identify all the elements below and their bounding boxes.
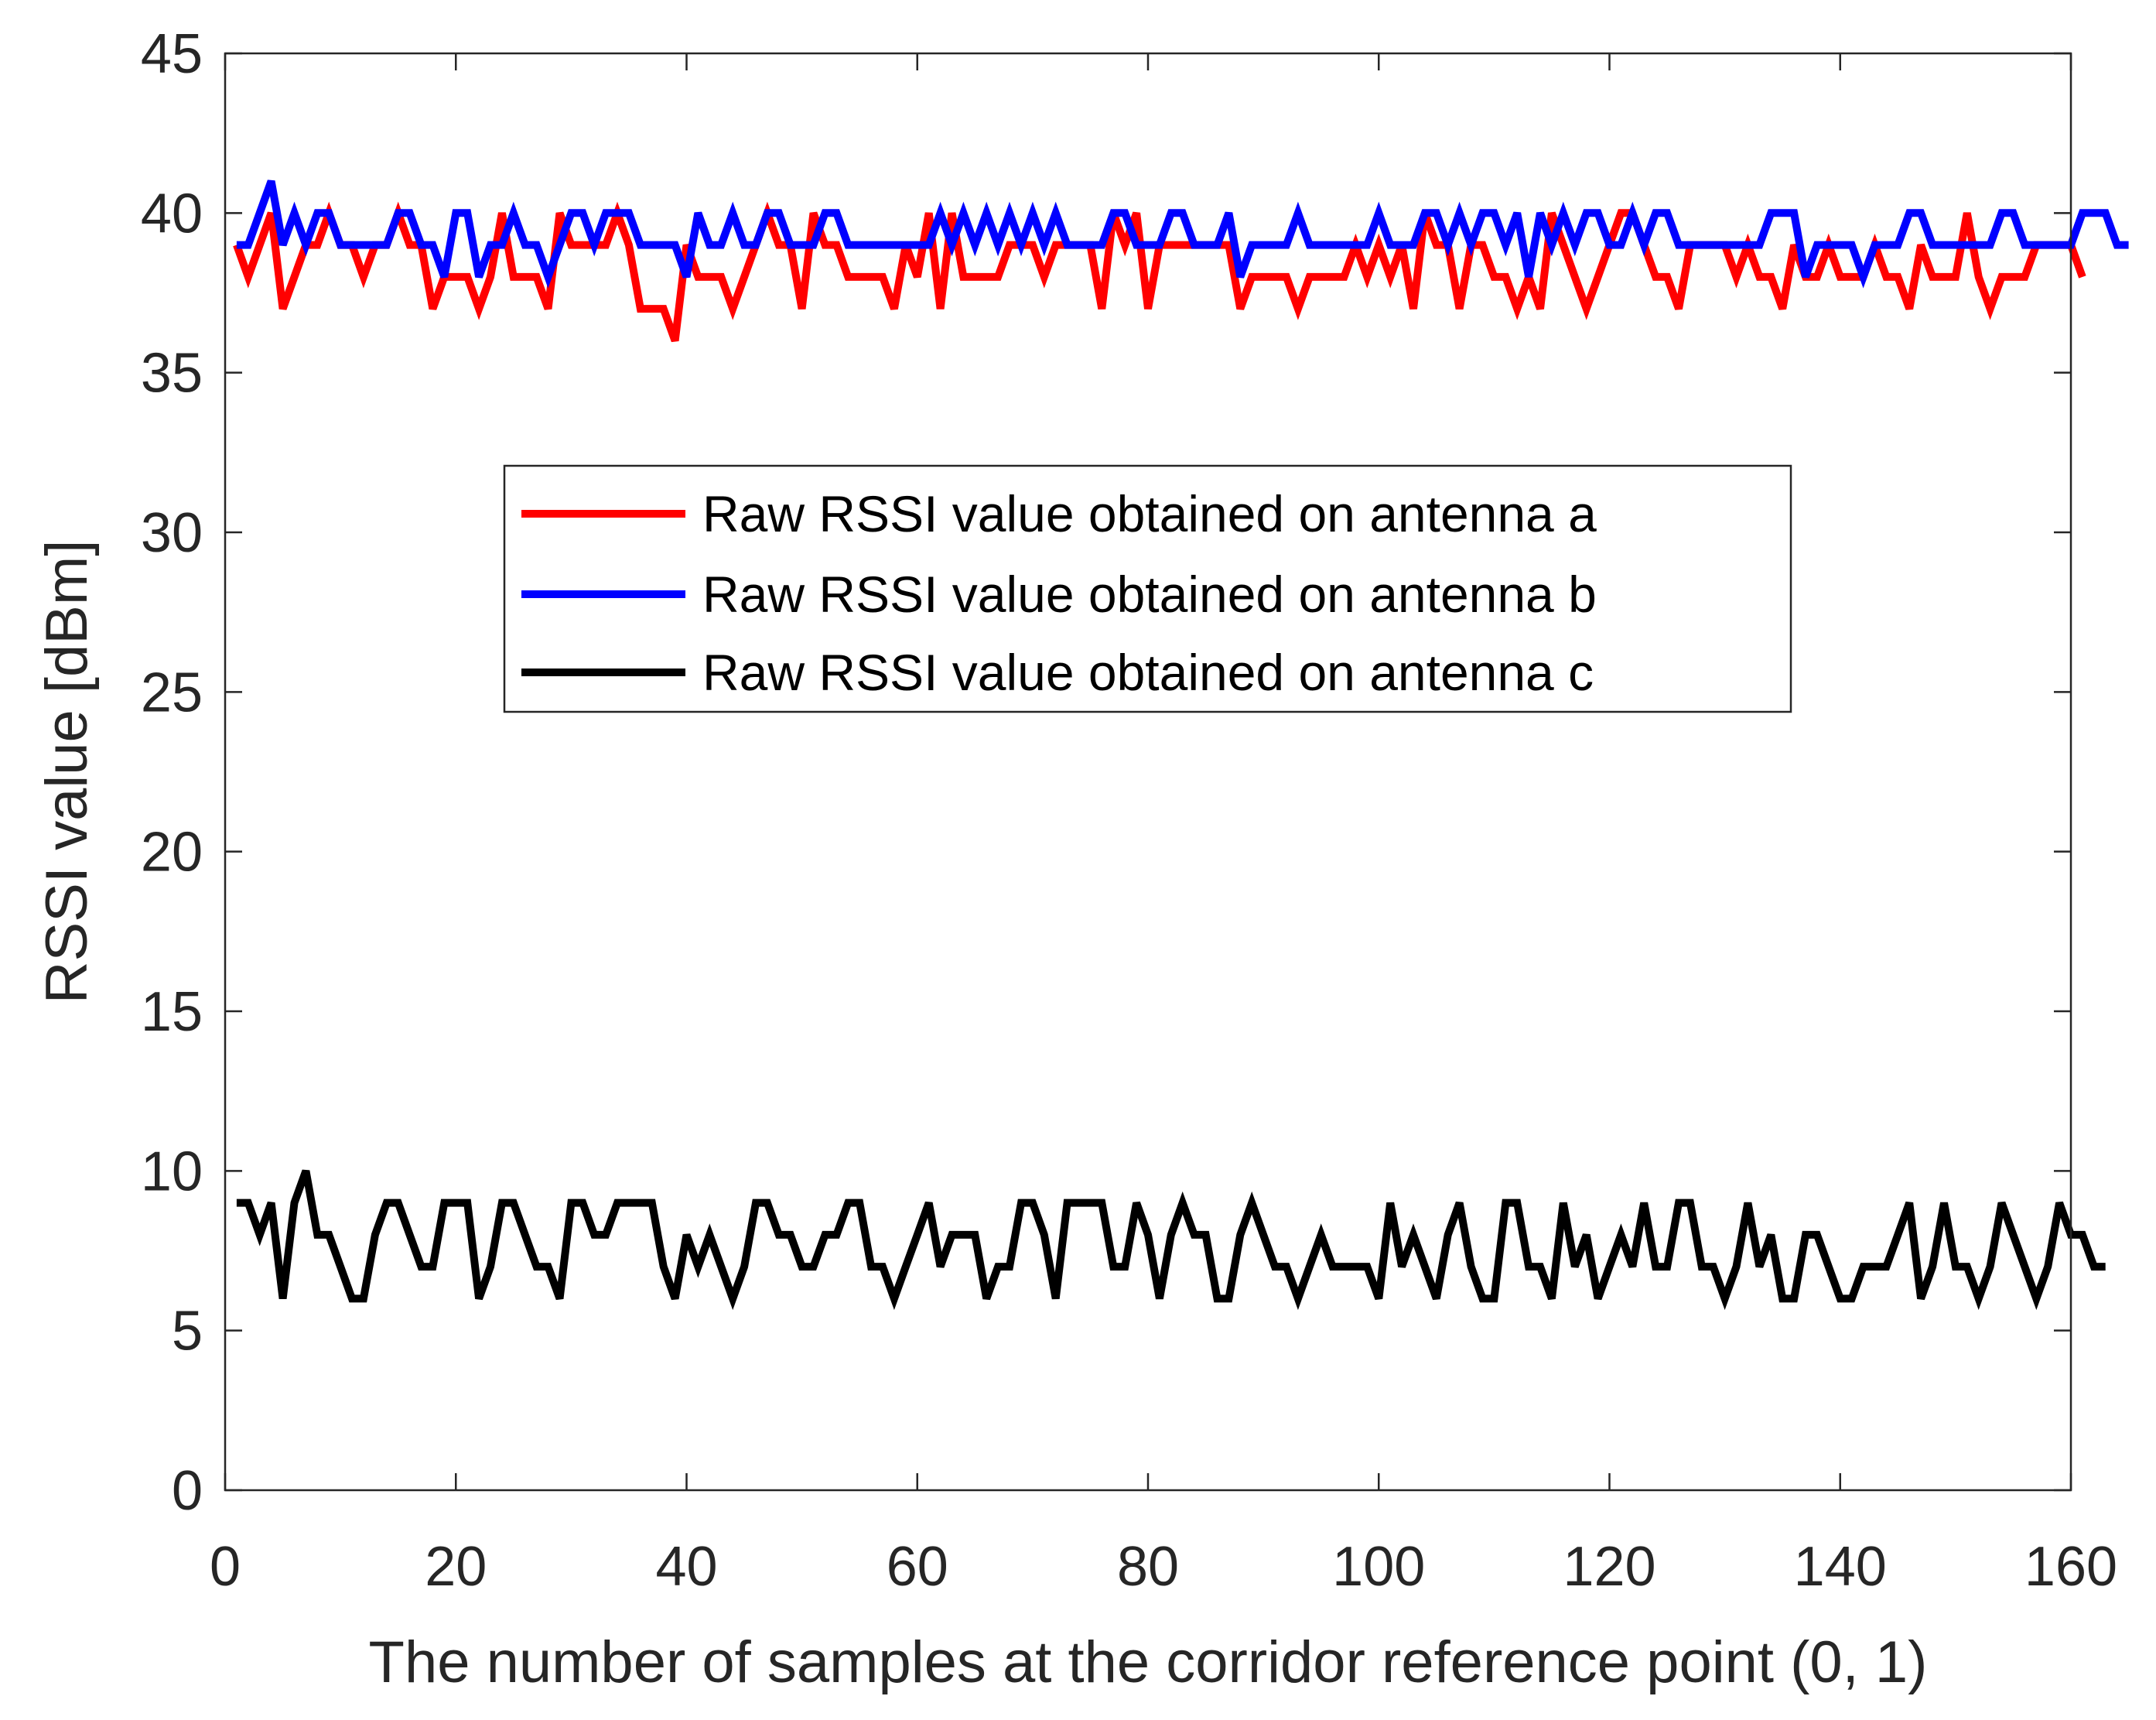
y-axis: 0 5 10 15 20 25 30 35 40 45 [141,23,2071,1522]
y-tick-label: 5 [172,1301,203,1363]
series-layer [233,180,2129,1311]
x-tick-label: 60 [887,1536,948,1598]
y-tick-label: 35 [141,343,203,405]
x-tick-label: 40 [655,1536,717,1598]
y-tick-label: 20 [141,822,203,884]
legend-box [503,464,1792,713]
x-tick-label: 0 [210,1536,241,1598]
plot-area [225,53,2071,1490]
x-tick-label: 80 [1117,1536,1179,1598]
series-line-2 [236,1169,2106,1311]
y-tick-label: 45 [141,23,203,85]
series-line-1 [236,180,2129,289]
x-axis: 0 20 40 60 80 100 120 140 160 [210,53,2117,1598]
legend: Raw RSSI value obtained on antenna a Raw… [503,464,1792,713]
legend-label-antenna-a: Raw RSSI value obtained on antenna a [702,485,1597,542]
y-axis-label: RSSI value [dBm] [34,540,100,1004]
legend-label-antenna-b: Raw RSSI value obtained on antenna b [702,566,1597,623]
y-tick-label: 0 [172,1460,203,1522]
x-axis-label: The number of samples at the corridor re… [369,1629,1928,1695]
x-tick-label: 140 [1794,1536,1887,1598]
y-tick-label: 40 [141,183,203,244]
y-tick-label: 25 [141,662,203,723]
y-tick-label: 30 [141,502,203,564]
x-tick-label: 100 [1332,1536,1425,1598]
x-tick-label: 160 [2024,1536,2117,1598]
x-tick-label: 20 [425,1536,487,1598]
y-tick-label: 15 [141,981,203,1043]
x-tick-label: 120 [1563,1536,1655,1598]
y-tick-label: 10 [141,1140,203,1202]
legend-label-antenna-c: Raw RSSI value obtained on antenna c [702,644,1594,701]
